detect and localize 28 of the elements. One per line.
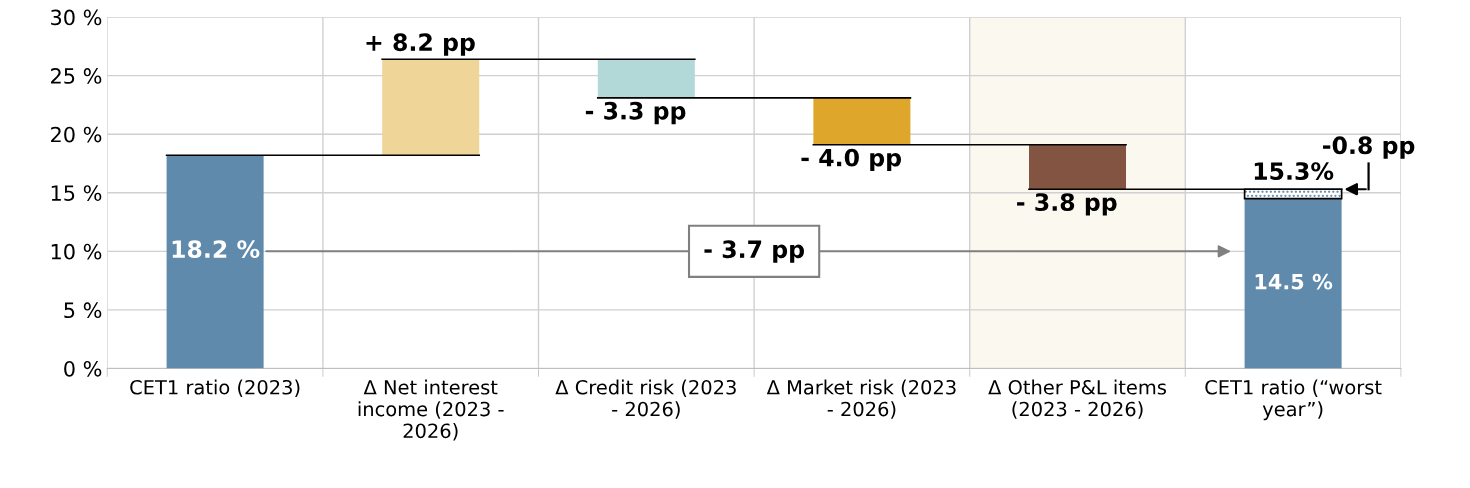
- bar: [1029, 144, 1127, 190]
- bar: [166, 155, 264, 369]
- data-label: + 8.2 pp: [366, 33, 475, 56]
- x-tick-label: Δ Credit risk (2023 - 2026): [555, 379, 736, 419]
- data-label: 14.5 %: [1255, 273, 1333, 290]
- bar: [813, 97, 911, 145]
- x-tick-label: Δ Other P&L items (2023 - 2026): [988, 379, 1166, 419]
- x-tick-label: CET1 ratio (2023): [130, 379, 300, 397]
- y-tick-label: 20 %: [51, 126, 102, 143]
- bar: [597, 59, 695, 98]
- y-tick-label: 5 %: [64, 302, 102, 319]
- x-tick-label: Δ Market risk (2023 - 2026): [766, 379, 956, 419]
- bar: [382, 59, 480, 156]
- y-tick-label: 10 %: [51, 243, 102, 260]
- data-label: - 4.0 pp: [801, 148, 902, 172]
- data-label: - 3.3 pp: [585, 101, 686, 125]
- y-tick-label: 30 %: [51, 9, 102, 26]
- x-tick-label: CET1 ratio (“worst year”): [1205, 379, 1382, 421]
- annotation: 15.3%: [1254, 162, 1334, 180]
- y-tick-label: 0 %: [64, 360, 102, 377]
- annotation: - 3.7 pp: [704, 240, 804, 263]
- x-tick-label: Δ Net interest income (2023 - 2026): [358, 379, 504, 441]
- data-label: 18.2 %: [172, 240, 260, 259]
- y-tick-label: 25 %: [51, 68, 102, 84]
- y-tick-label: 15 %: [51, 185, 102, 201]
- bar: [1244, 198, 1342, 369]
- data-label: - 3.8 pp: [1017, 193, 1117, 216]
- data-label: -0.8 pp: [1323, 136, 1415, 159]
